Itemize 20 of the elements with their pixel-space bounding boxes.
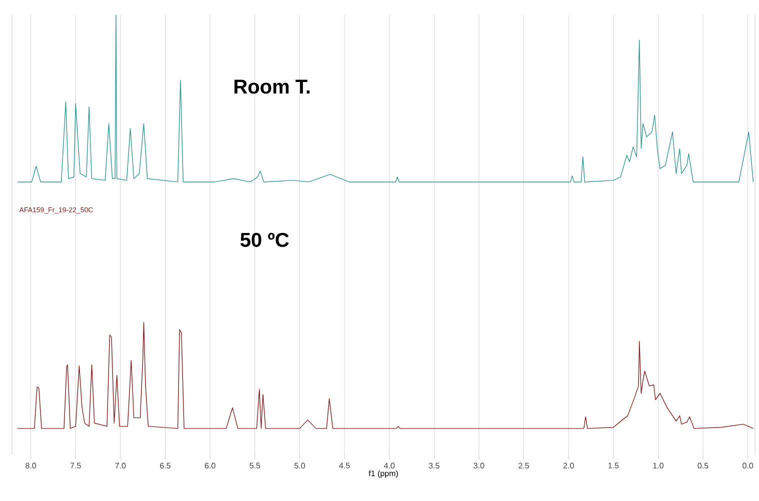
x-tick-label: 2.5 [518,462,529,468]
x-tick-label: 6.5 [160,462,170,468]
x-tick-label: 4.5 [339,462,350,468]
x-tick-label: 7.5 [70,462,81,468]
x-tick-label: 1.0 [653,462,664,468]
x-tick-label: 3.0 [474,462,484,468]
x-tick-label: 1.5 [608,462,619,468]
x-tick-label: 3.5 [428,462,440,468]
text: Room T. [234,80,310,94]
x-tick-label: 2.0 [563,462,574,468]
x-tick-label: 0.5 [698,462,708,468]
x-tick-label: 8.0 [26,462,36,468]
x-tick-label: 0.0 [742,462,754,468]
x-tick-label: 6.0 [204,462,216,468]
x-axis-title: f1 (ppm) [368,470,398,478]
x-tick-label: 7.0 [115,462,126,468]
chart-title: 50 ºC [240,232,289,247]
x-tick-label: 5.5 [250,462,260,468]
x-tick-label: 4.0 [384,462,395,468]
x-tick-label: 5.0 [294,462,305,468]
